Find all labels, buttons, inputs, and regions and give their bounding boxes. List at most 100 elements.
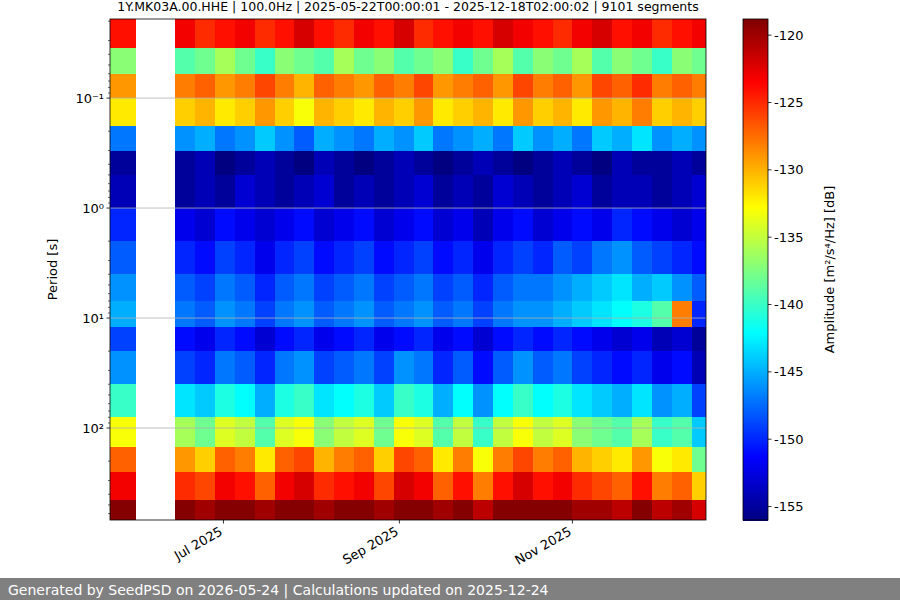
- cell: [195, 447, 215, 472]
- cell: [215, 472, 235, 501]
- cell: [433, 500, 453, 520]
- cell: [533, 208, 553, 242]
- y-minor-tick: [108, 370, 110, 371]
- cell: [652, 417, 672, 448]
- cell: [433, 351, 453, 385]
- colorbar-tick: [768, 169, 772, 170]
- cell: [453, 98, 473, 127]
- cell: [275, 417, 295, 448]
- cell: [275, 500, 295, 520]
- cell: [632, 74, 652, 99]
- cell: [110, 175, 136, 209]
- cell: [294, 417, 314, 448]
- cell: [652, 301, 672, 327]
- cell: [215, 301, 235, 327]
- cell: [453, 301, 473, 327]
- cell: [294, 274, 314, 301]
- cell: [195, 274, 215, 301]
- cell: [533, 19, 553, 48]
- cell: [275, 98, 295, 127]
- cell: [354, 126, 374, 151]
- cell: [195, 327, 215, 352]
- cell: [493, 241, 513, 275]
- cell: [175, 447, 195, 472]
- cell: [374, 208, 394, 242]
- cell: [294, 327, 314, 352]
- cell: [592, 208, 612, 242]
- cell: [215, 241, 235, 275]
- cell: [672, 417, 692, 448]
- cell: [513, 126, 533, 151]
- x-tick: [399, 520, 400, 524]
- cell: [493, 351, 513, 385]
- cell: [493, 98, 513, 127]
- cell: [493, 500, 513, 520]
- cell: [314, 274, 334, 301]
- cell: [334, 327, 354, 352]
- cell: [294, 151, 314, 176]
- colorbar: [743, 19, 768, 521]
- cell: [572, 472, 592, 501]
- cell: [255, 472, 275, 501]
- cell: [275, 274, 295, 301]
- cell: [235, 274, 255, 301]
- cell: [255, 447, 275, 472]
- cell: [592, 417, 612, 448]
- cell: [533, 74, 553, 99]
- cell: [110, 447, 136, 472]
- cell: [692, 327, 706, 352]
- y-minor-tick: [108, 21, 110, 22]
- cell: [314, 472, 334, 501]
- cell: [572, 301, 592, 327]
- y-minor-tick: [108, 241, 110, 242]
- cell: [354, 327, 374, 352]
- cell: [235, 151, 255, 176]
- y-minor-tick: [108, 260, 110, 261]
- cell: [513, 241, 533, 275]
- cell: [235, 384, 255, 418]
- cell: [354, 241, 374, 275]
- cell: [453, 384, 473, 418]
- cell: [215, 351, 235, 385]
- cell: [314, 48, 334, 74]
- cell: [235, 241, 255, 275]
- colorbar-frame: [743, 19, 768, 520]
- grid-line: [110, 208, 706, 209]
- y-minor-tick: [108, 417, 110, 418]
- cell: [275, 175, 295, 209]
- cell: [314, 126, 334, 151]
- cell: [533, 472, 553, 501]
- y-minor-tick: [108, 131, 110, 132]
- cell: [493, 74, 513, 99]
- cell: [553, 48, 573, 74]
- cell: [632, 384, 652, 418]
- cell: [672, 208, 692, 242]
- cell: [394, 417, 414, 448]
- y-minor-tick: [108, 394, 110, 395]
- cell: [394, 74, 414, 99]
- cell: [672, 301, 692, 327]
- y-minor-tick: [108, 313, 110, 314]
- cell: [572, 175, 592, 209]
- cell: [632, 98, 652, 127]
- cell: [334, 126, 354, 151]
- y-minor-tick: [108, 351, 110, 352]
- cell: [255, 241, 275, 275]
- cell: [394, 126, 414, 151]
- cell: [235, 19, 255, 48]
- cell: [632, 175, 652, 209]
- cell: [195, 48, 215, 74]
- cell: [175, 151, 195, 176]
- colorbar-tick-label: -130: [774, 162, 804, 177]
- colorbar-tick-label: -120: [774, 28, 804, 43]
- cell: [692, 351, 706, 385]
- cell: [493, 472, 513, 501]
- cell: [632, 447, 652, 472]
- cell: [553, 274, 573, 301]
- cell: [672, 472, 692, 501]
- cell: [235, 48, 255, 74]
- y-minor-tick: [108, 93, 110, 94]
- cell: [513, 151, 533, 176]
- cell: [553, 19, 573, 48]
- cell: [314, 351, 334, 385]
